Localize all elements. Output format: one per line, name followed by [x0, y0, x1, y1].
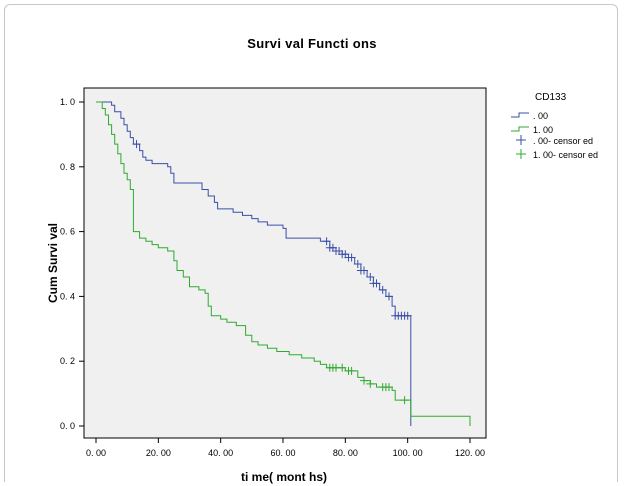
x-tick-label: 20. 00: [146, 448, 171, 458]
x-axis-title: ti me( mont hs): [241, 470, 327, 484]
x-tick-label: 40. 00: [208, 448, 233, 458]
y-tick-label: 0. 0: [60, 421, 75, 431]
censor-mark-0: [322, 237, 331, 246]
legend-item-00: . 00: [533, 111, 548, 121]
censor-mark-0: [360, 266, 368, 275]
censor-mark-0: [353, 260, 362, 268]
x-tick-label: 80. 00: [333, 448, 358, 458]
y-tick-label: 0. 2: [60, 356, 75, 366]
series-layer: [96, 101, 471, 426]
censor-mark-1: [347, 366, 356, 375]
x-axis: 0. 00 20. 00 40. 00 60. 00 80. 00 100. 00 120.…: [86, 438, 485, 458]
censor-mark-1: [338, 363, 347, 372]
chart-title: Survi val Functi ons: [247, 36, 377, 51]
censor-mark-1: [385, 383, 393, 392]
censor-mark-0: [372, 279, 381, 288]
x-tick-label: 0. 00: [86, 448, 106, 458]
y-tick-label: 0. 4: [60, 291, 75, 301]
y-tick-label: 1. 0: [60, 97, 75, 107]
legend-item-100: 1. 00: [533, 125, 553, 135]
legend-green-cross-icon: [516, 149, 526, 159]
censor-mark-0: [378, 285, 387, 294]
legend-blue-cross-icon: [516, 135, 526, 145]
censor-mark-1: [366, 379, 375, 388]
y-tick-label: 0. 8: [60, 162, 75, 172]
x-tick-label: 120. 00: [455, 448, 485, 458]
censor-mark-0: [403, 311, 412, 320]
y-axis: 0. 0 0. 2 0. 4 0. 6 0. 8 1. 0: [60, 97, 84, 431]
legend-blue-line-icon: [511, 112, 529, 118]
legend: CD133 . 00 1. 00 . 00- censor ed 1. 00- …: [511, 92, 598, 160]
y-axis-title: Cum Survi val: [46, 223, 60, 303]
plot-area: [83, 87, 487, 439]
censor-mark-1: [400, 396, 409, 405]
legend-title: CD133: [535, 92, 567, 103]
censor-mark-1: [360, 376, 368, 385]
y-tick-label: 0. 6: [60, 227, 75, 237]
x-tick-label: 60. 00: [270, 448, 295, 458]
censor-mark-0: [366, 273, 375, 281]
censor-mark-0: [385, 292, 393, 301]
legend-item-100-censored: 1. 00- censor ed: [533, 150, 598, 160]
legend-item-00-censored: . 00- censor ed: [533, 136, 593, 146]
censor-mark-0: [341, 250, 350, 259]
censor-mark-0: [132, 140, 141, 149]
legend-green-line-icon: [511, 126, 529, 132]
x-tick-label: 100. 00: [393, 448, 423, 458]
censor-mark-0: [347, 253, 356, 262]
